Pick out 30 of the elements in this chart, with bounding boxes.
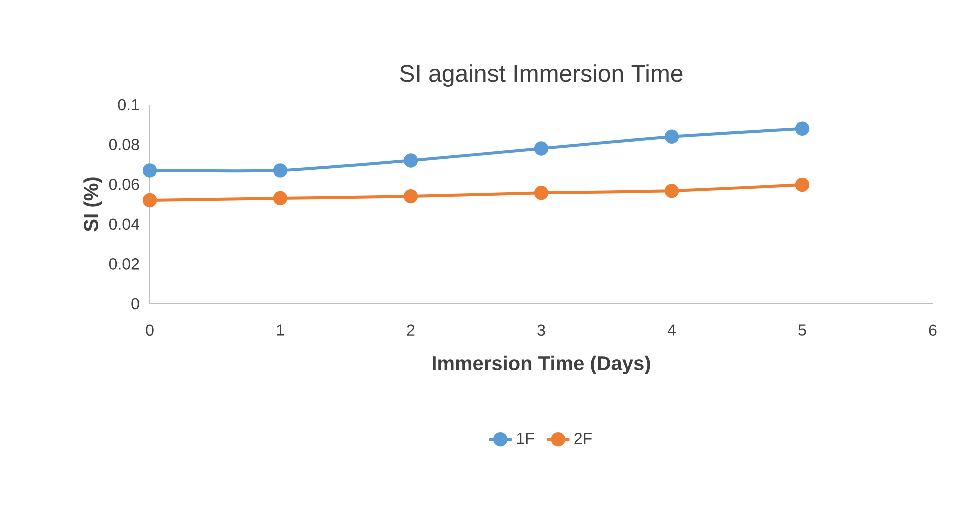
x-tick-label: 0 — [146, 324, 154, 336]
y-tick-label: 0.04 — [109, 218, 140, 230]
legend-label: 1F — [517, 433, 534, 444]
y-tick-label: 0 — [132, 298, 140, 310]
chart-title: SI against Immersion Time — [400, 64, 683, 87]
point — [664, 130, 680, 144]
y-tick-label: 0.1 — [118, 99, 140, 111]
point — [795, 178, 810, 192]
point — [273, 191, 288, 206]
point — [404, 154, 418, 168]
y-axis-title: SI (%) — [84, 178, 102, 232]
y-tick-label: 0.06 — [109, 178, 140, 190]
point — [534, 186, 549, 200]
y-tick-label: 0.02 — [109, 258, 140, 270]
x-tick-label: 1 — [277, 324, 284, 336]
legend-label: 2F — [574, 432, 592, 444]
x-tick-label: 5 — [798, 324, 806, 336]
x-tick-label: 3 — [538, 324, 546, 336]
point — [142, 193, 158, 208]
point — [273, 164, 288, 178]
point — [404, 189, 418, 204]
x-tick-label: 4 — [668, 324, 676, 336]
x-tick-label: 2 — [407, 324, 415, 336]
x-axis-title: Immersion Time (Days) — [432, 356, 650, 374]
point — [664, 184, 680, 198]
point — [534, 142, 549, 156]
x-tick-label: 6 — [929, 324, 937, 336]
y-tick-label: 0.08 — [109, 139, 140, 150]
point — [142, 164, 158, 178]
point — [795, 122, 810, 136]
